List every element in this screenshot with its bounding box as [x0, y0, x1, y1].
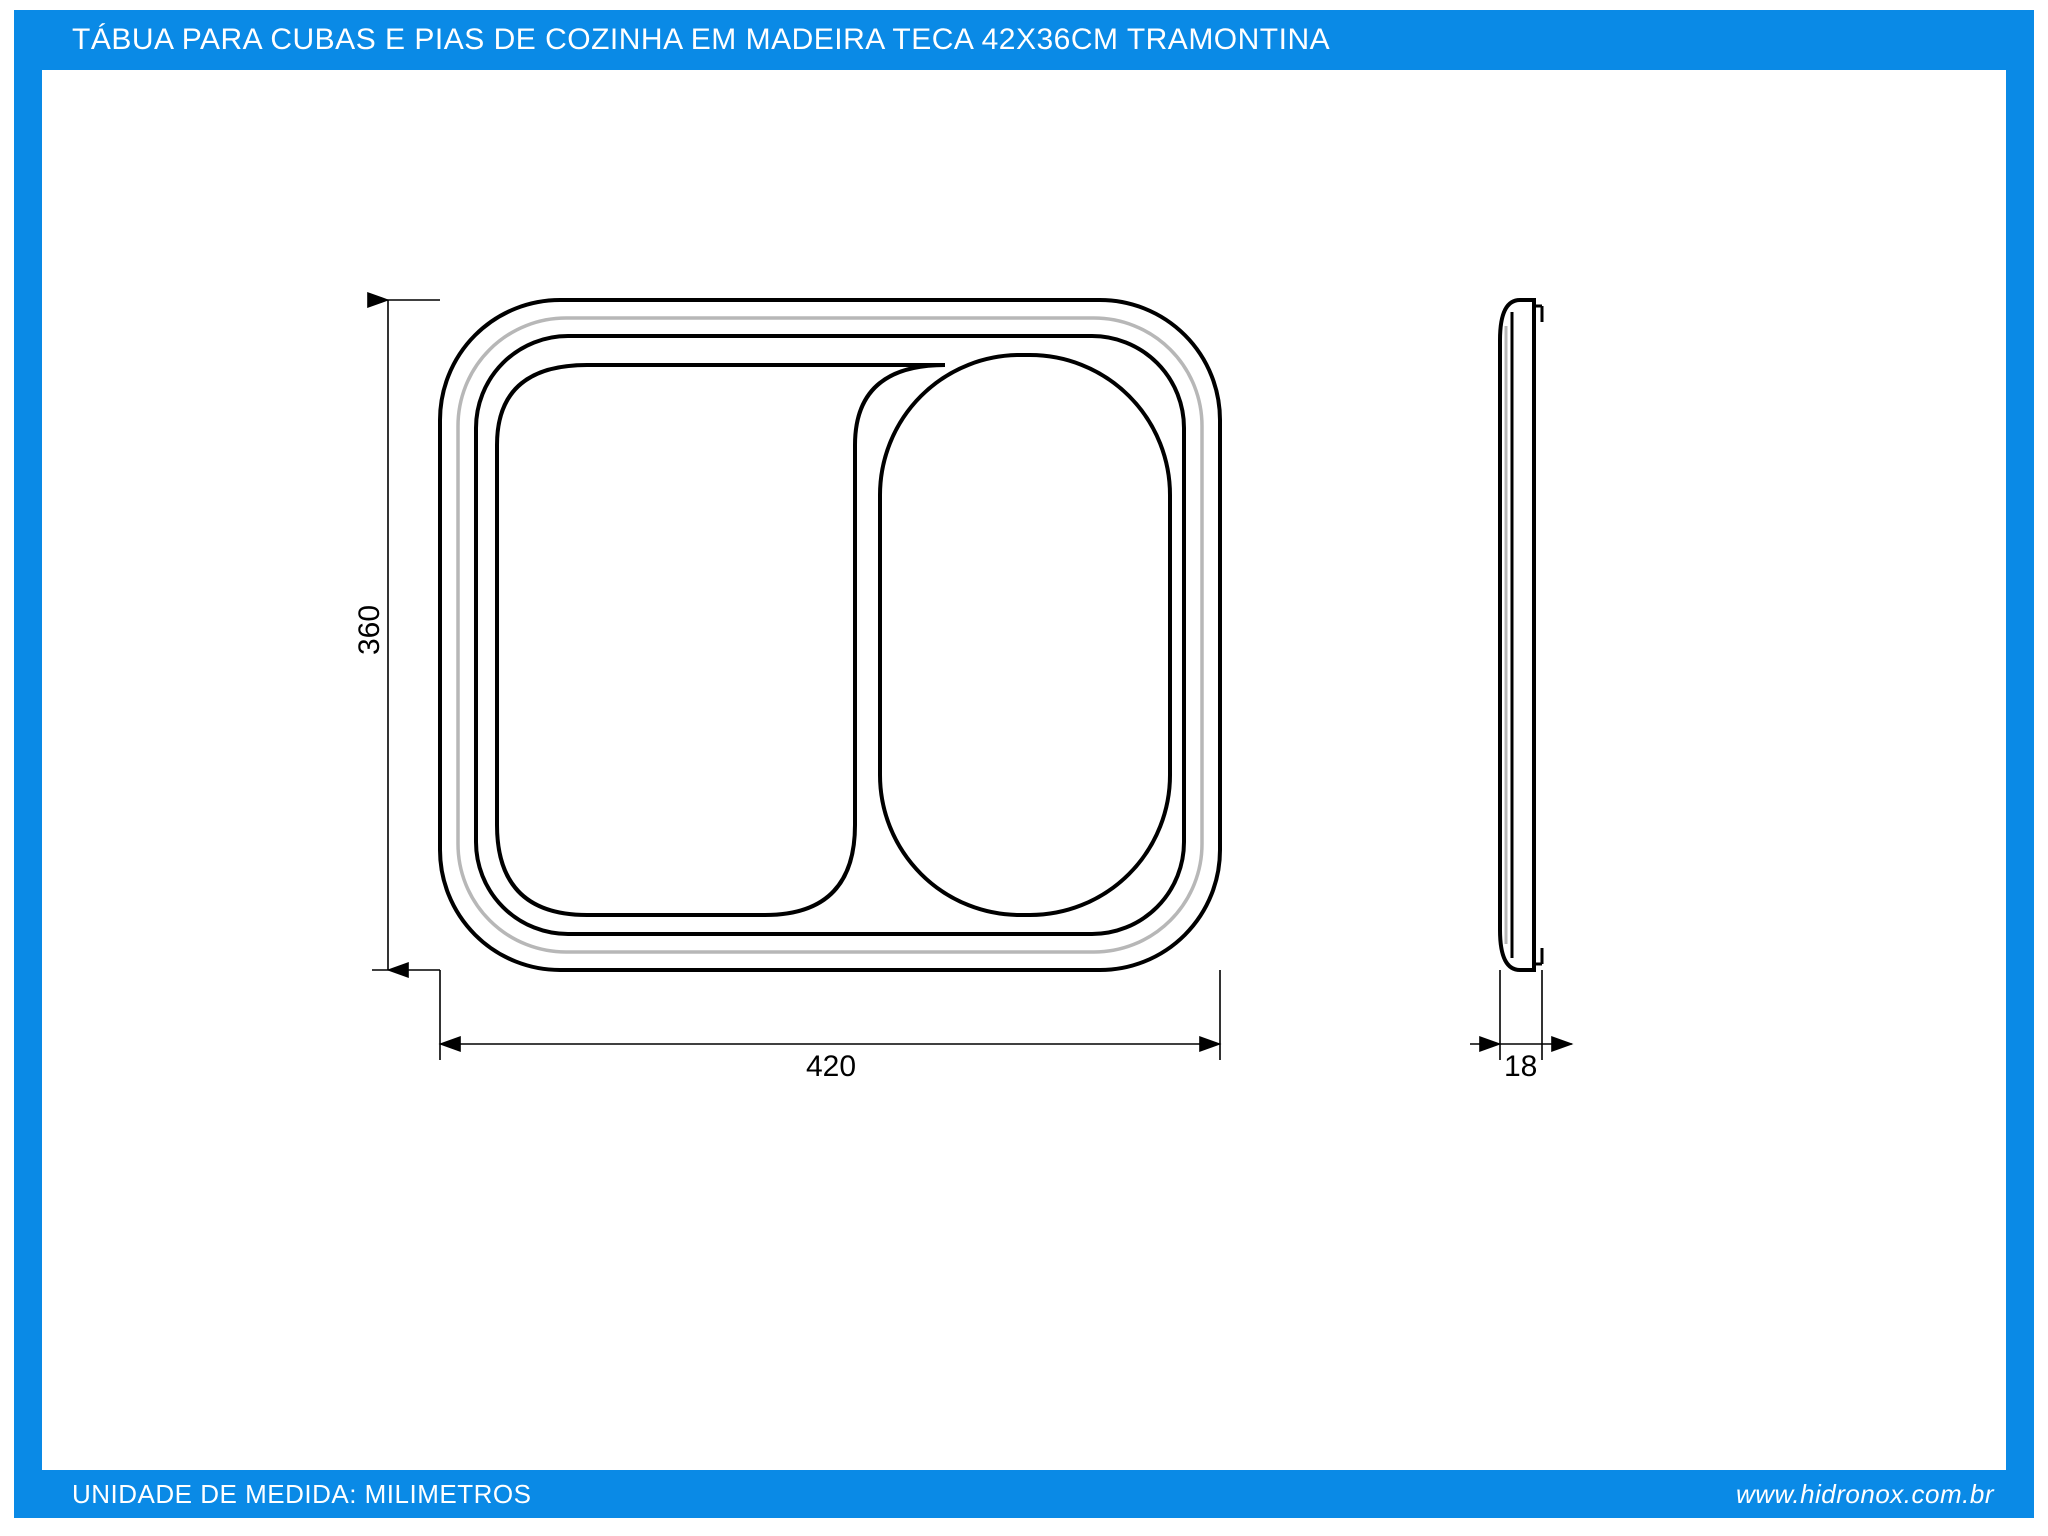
dim-thickness-label: 18	[1504, 1050, 1537, 1084]
right-cutout	[880, 355, 1170, 915]
technical-drawing	[0, 0, 2048, 1536]
left-cutout	[497, 365, 945, 915]
dim-height-label: 360	[353, 605, 387, 655]
top-view-outer-outline	[440, 300, 1220, 970]
side-view	[1500, 300, 1542, 970]
dim-thickness	[1470, 970, 1572, 1060]
top-view-inner-outline	[476, 336, 1184, 934]
dim-width	[440, 970, 1220, 1060]
dim-width-label: 420	[806, 1050, 856, 1084]
top-view-mid-outline	[458, 318, 1202, 952]
